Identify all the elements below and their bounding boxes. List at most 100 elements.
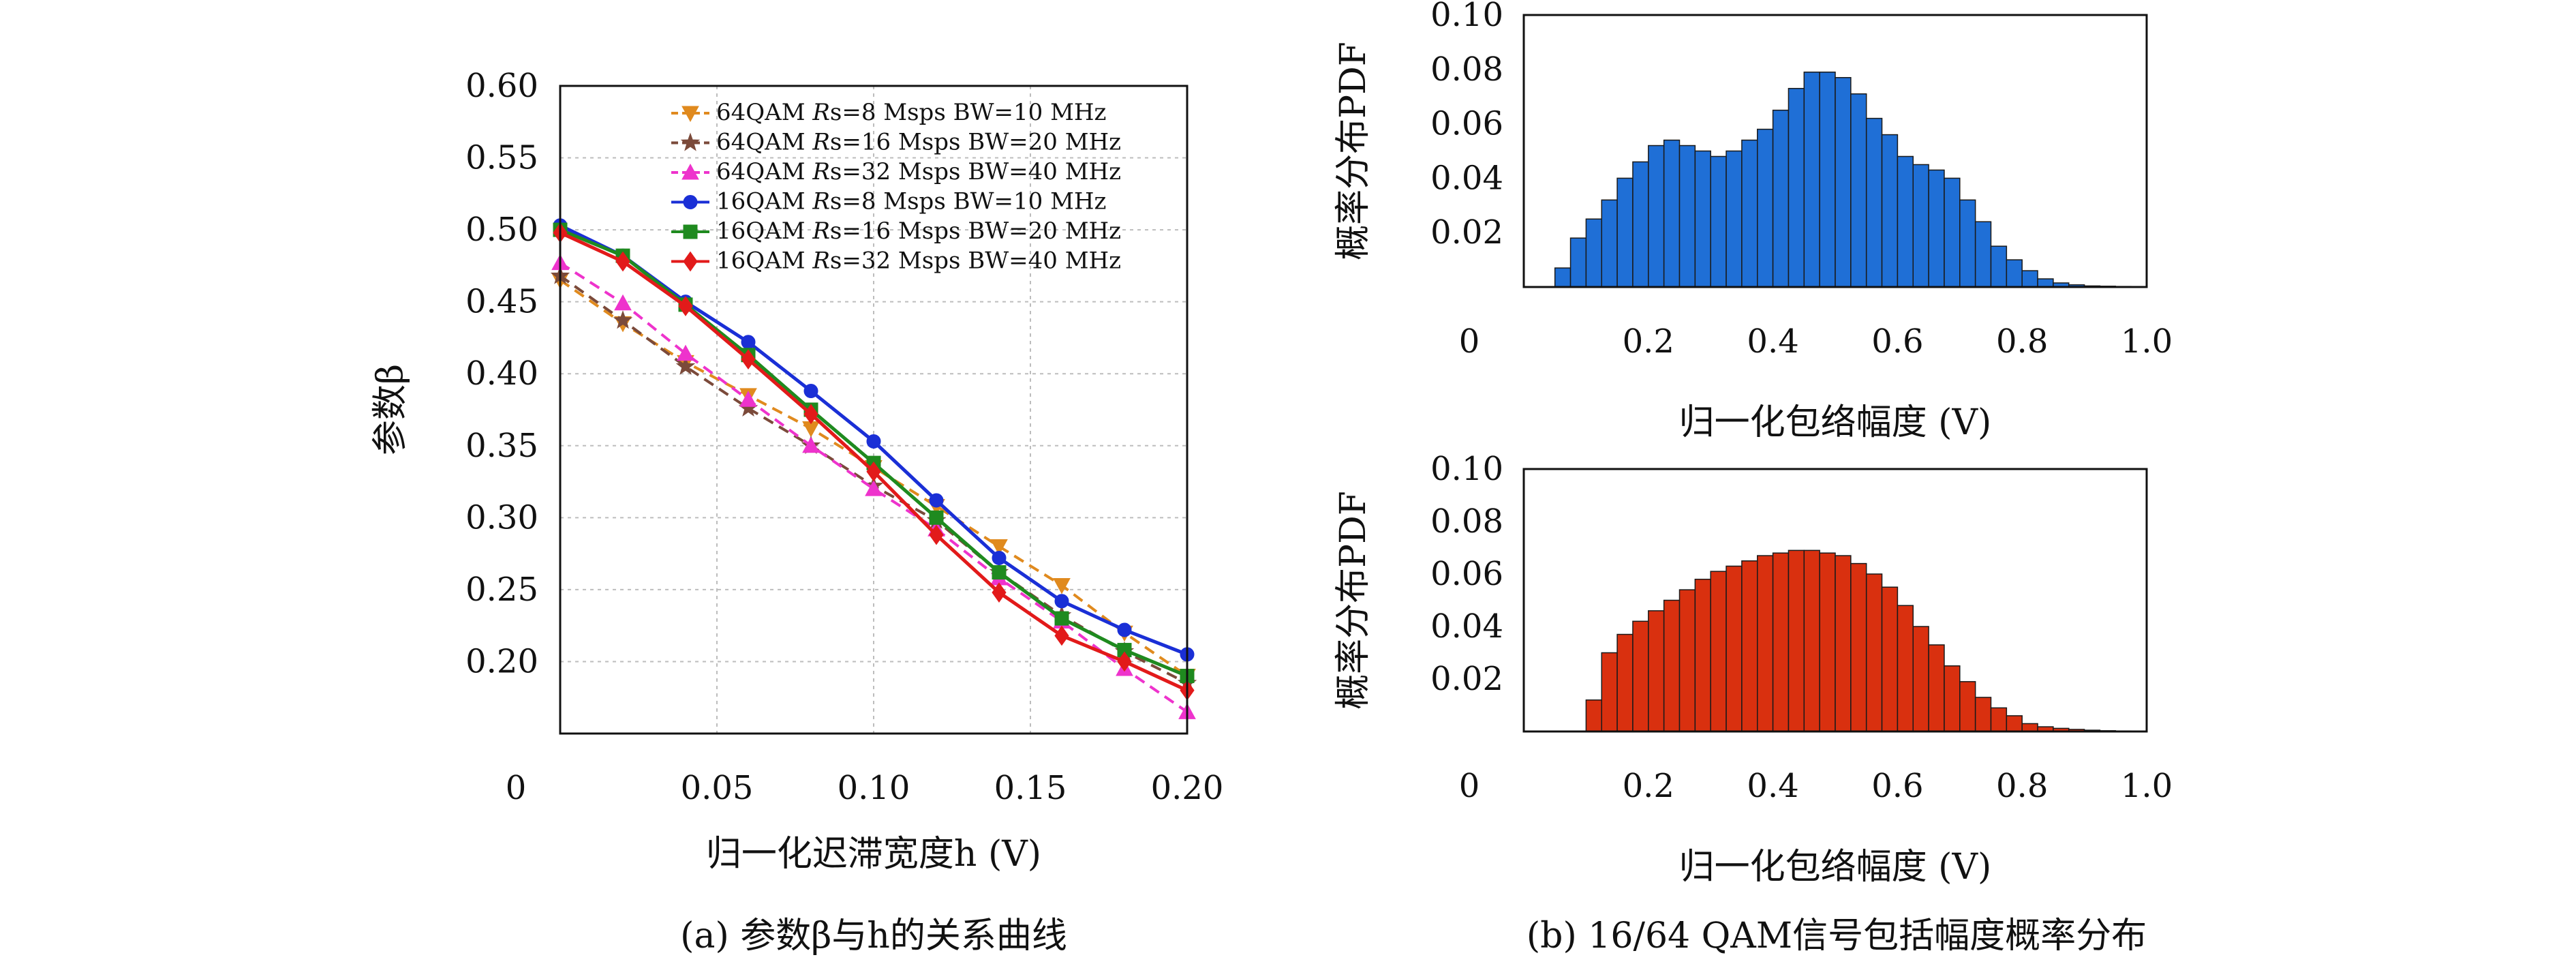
x-tick-label: 0.4: [1747, 767, 1798, 805]
histogram-bar: [1616, 633, 1634, 732]
data-point: [613, 310, 633, 329]
histogram-bar: [1678, 589, 1696, 732]
histogram-bar: [1726, 565, 1743, 732]
x-axis-label: 归一化包络幅度 (V): [1679, 402, 1992, 443]
x-tick-label: 1.0: [2121, 322, 2173, 361]
data-point: [1054, 594, 1069, 609]
y-tick-label: 0.20: [465, 642, 538, 680]
data-point: [615, 251, 630, 272]
histogram-bar: [1881, 134, 1899, 288]
plot-frame: [1522, 14, 2148, 288]
y-tick-label: 0.08: [1430, 502, 1503, 541]
x-tick-label: 0: [506, 769, 527, 807]
histogram-bar: [1585, 218, 1602, 288]
histogram-bar: [1632, 620, 1649, 732]
histogram-bar: [1741, 560, 1758, 732]
panel-b-top-histogram: 0 0.2 0.4 0.6 0.8 1.0 0.02 0.04 0.06 0.08 0.10 归一化…: [1333, 0, 2173, 443]
panel-b-bottom-histogram: 0 0.2 0.4 0.6 0.8 1.0 0.02 0.04 0.06 0.08 0.10 归一化…: [1333, 450, 2173, 888]
histogram-bar: [1865, 573, 1883, 732]
legend-label: 64QAM Rs=16 Msps BW=20 MHz: [716, 129, 1121, 156]
y-tick-label: 0.55: [465, 139, 538, 177]
y-tick-label: 0.50: [465, 211, 538, 249]
data-point: [865, 480, 883, 496]
plot-frame: [559, 85, 1189, 735]
histogram-bar: [1757, 128, 1774, 288]
data-point: [683, 251, 698, 272]
series-16qam-rs-32-msps-bw-40-mhz: [553, 222, 1195, 701]
data-point: [741, 335, 756, 350]
legend-entry: 16QAM Rs=8 Msps BW=10 MHz: [671, 188, 1106, 215]
y-tick-label: 0.08: [1430, 50, 1503, 89]
histogram-bar: [1912, 164, 1929, 288]
legend-entry: 64QAM Rs=16 Msps BW=20 MHz: [671, 129, 1121, 156]
histogram-bar: [1663, 599, 1681, 732]
histogram-bar: [1803, 72, 1820, 288]
data-point: [677, 344, 694, 361]
histogram-bar: [1835, 555, 1852, 732]
y-axis-label: 参数β: [370, 364, 411, 455]
histogram-bar: [1959, 199, 1976, 288]
histogram-bar: [1648, 610, 1665, 732]
x-axis-label: 归一化迟滞宽度h (V): [706, 834, 1041, 875]
histogram-bar: [1990, 707, 2008, 732]
y-tick-label: 0.10: [1430, 0, 1503, 34]
histogram-bar: [1850, 93, 1867, 288]
histogram-bar: [1944, 177, 1961, 288]
series-line: [559, 261, 1189, 713]
panel-a-line-chart: 0 0.05 0.10 0.15 0.20 0.20 0.25 0.30 0.35 0.40 0.4…: [370, 67, 1223, 956]
histogram-bar: [1928, 169, 1945, 288]
histogram-bar: [2037, 278, 2054, 288]
y-tick-label: 0.60: [465, 67, 538, 105]
data-point: [866, 434, 881, 449]
legend: 64QAM Rs=8 Msps BW=10 MHz 64QAM Rs=16 Msp…: [671, 99, 1121, 275]
data-point: [683, 195, 698, 209]
y-tick-label: 0.04: [1430, 159, 1503, 197]
y-tick-label: 0.02: [1430, 213, 1503, 252]
histogram-bar: [1663, 139, 1681, 288]
y-tick-label: 0.45: [465, 283, 538, 321]
y-tick-label: 0.06: [1430, 105, 1503, 143]
data-point: [803, 384, 818, 399]
histogram-bar: [1897, 155, 1914, 288]
histogram-bar: [2021, 723, 2038, 732]
x-tick-label: 0.10: [838, 769, 910, 807]
x-tick-label: 0.6: [1871, 767, 1923, 805]
legend-entry: 64QAM Rs=32 Msps BW=40 MHz: [671, 158, 1121, 185]
y-axis-label: 概率分布PDF: [1333, 42, 1374, 260]
data-point: [929, 493, 944, 508]
data-point: [1053, 578, 1071, 594]
histogram-bar: [1757, 555, 1774, 732]
bars-layer: [1554, 72, 2147, 288]
data-point: [681, 163, 699, 180]
histogram-bar: [1803, 549, 1820, 732]
legend-label: 64QAM Rs=32 Msps BW=40 MHz: [716, 158, 1121, 185]
histogram-bar: [1585, 699, 1602, 732]
histogram-bar: [1601, 199, 1618, 288]
histogram-bar: [1678, 145, 1696, 288]
histogram-bar: [1632, 161, 1649, 288]
histogram-bar: [2006, 259, 2023, 288]
histogram-bar: [1974, 697, 1992, 732]
histogram-bar: [1726, 150, 1743, 288]
tick-labels: 0 0.2 0.4 0.6 0.8 1.0 0.02 0.04 0.06 0.08 0.10: [1430, 450, 2173, 805]
data-point: [741, 349, 756, 369]
series-layer: [550, 218, 1197, 719]
data-point: [929, 524, 944, 545]
histogram-bar: [1819, 552, 1836, 732]
x-tick-label: 0.15: [994, 769, 1067, 807]
caption-a: (a) 参数β与h的关系曲线: [680, 916, 1067, 956]
data-point: [992, 565, 1007, 580]
x-tick-label: 0.6: [1871, 322, 1923, 361]
data-point: [1054, 611, 1069, 626]
y-tick-label: 0.06: [1430, 555, 1503, 593]
bars-layer: [1585, 549, 2147, 732]
x-tick-label: 0.05: [681, 769, 754, 807]
data-point: [992, 582, 1007, 603]
histogram-bar: [1819, 72, 1836, 288]
histogram-bar: [1648, 145, 1665, 288]
series-16qam-rs-8-msps-bw-10-mhz: [553, 218, 1195, 662]
y-tick-label: 0.04: [1430, 607, 1503, 646]
x-axis-label: 归一化包络幅度 (V): [1679, 847, 1992, 888]
data-point: [678, 296, 693, 316]
histogram-bar: [1850, 562, 1867, 732]
